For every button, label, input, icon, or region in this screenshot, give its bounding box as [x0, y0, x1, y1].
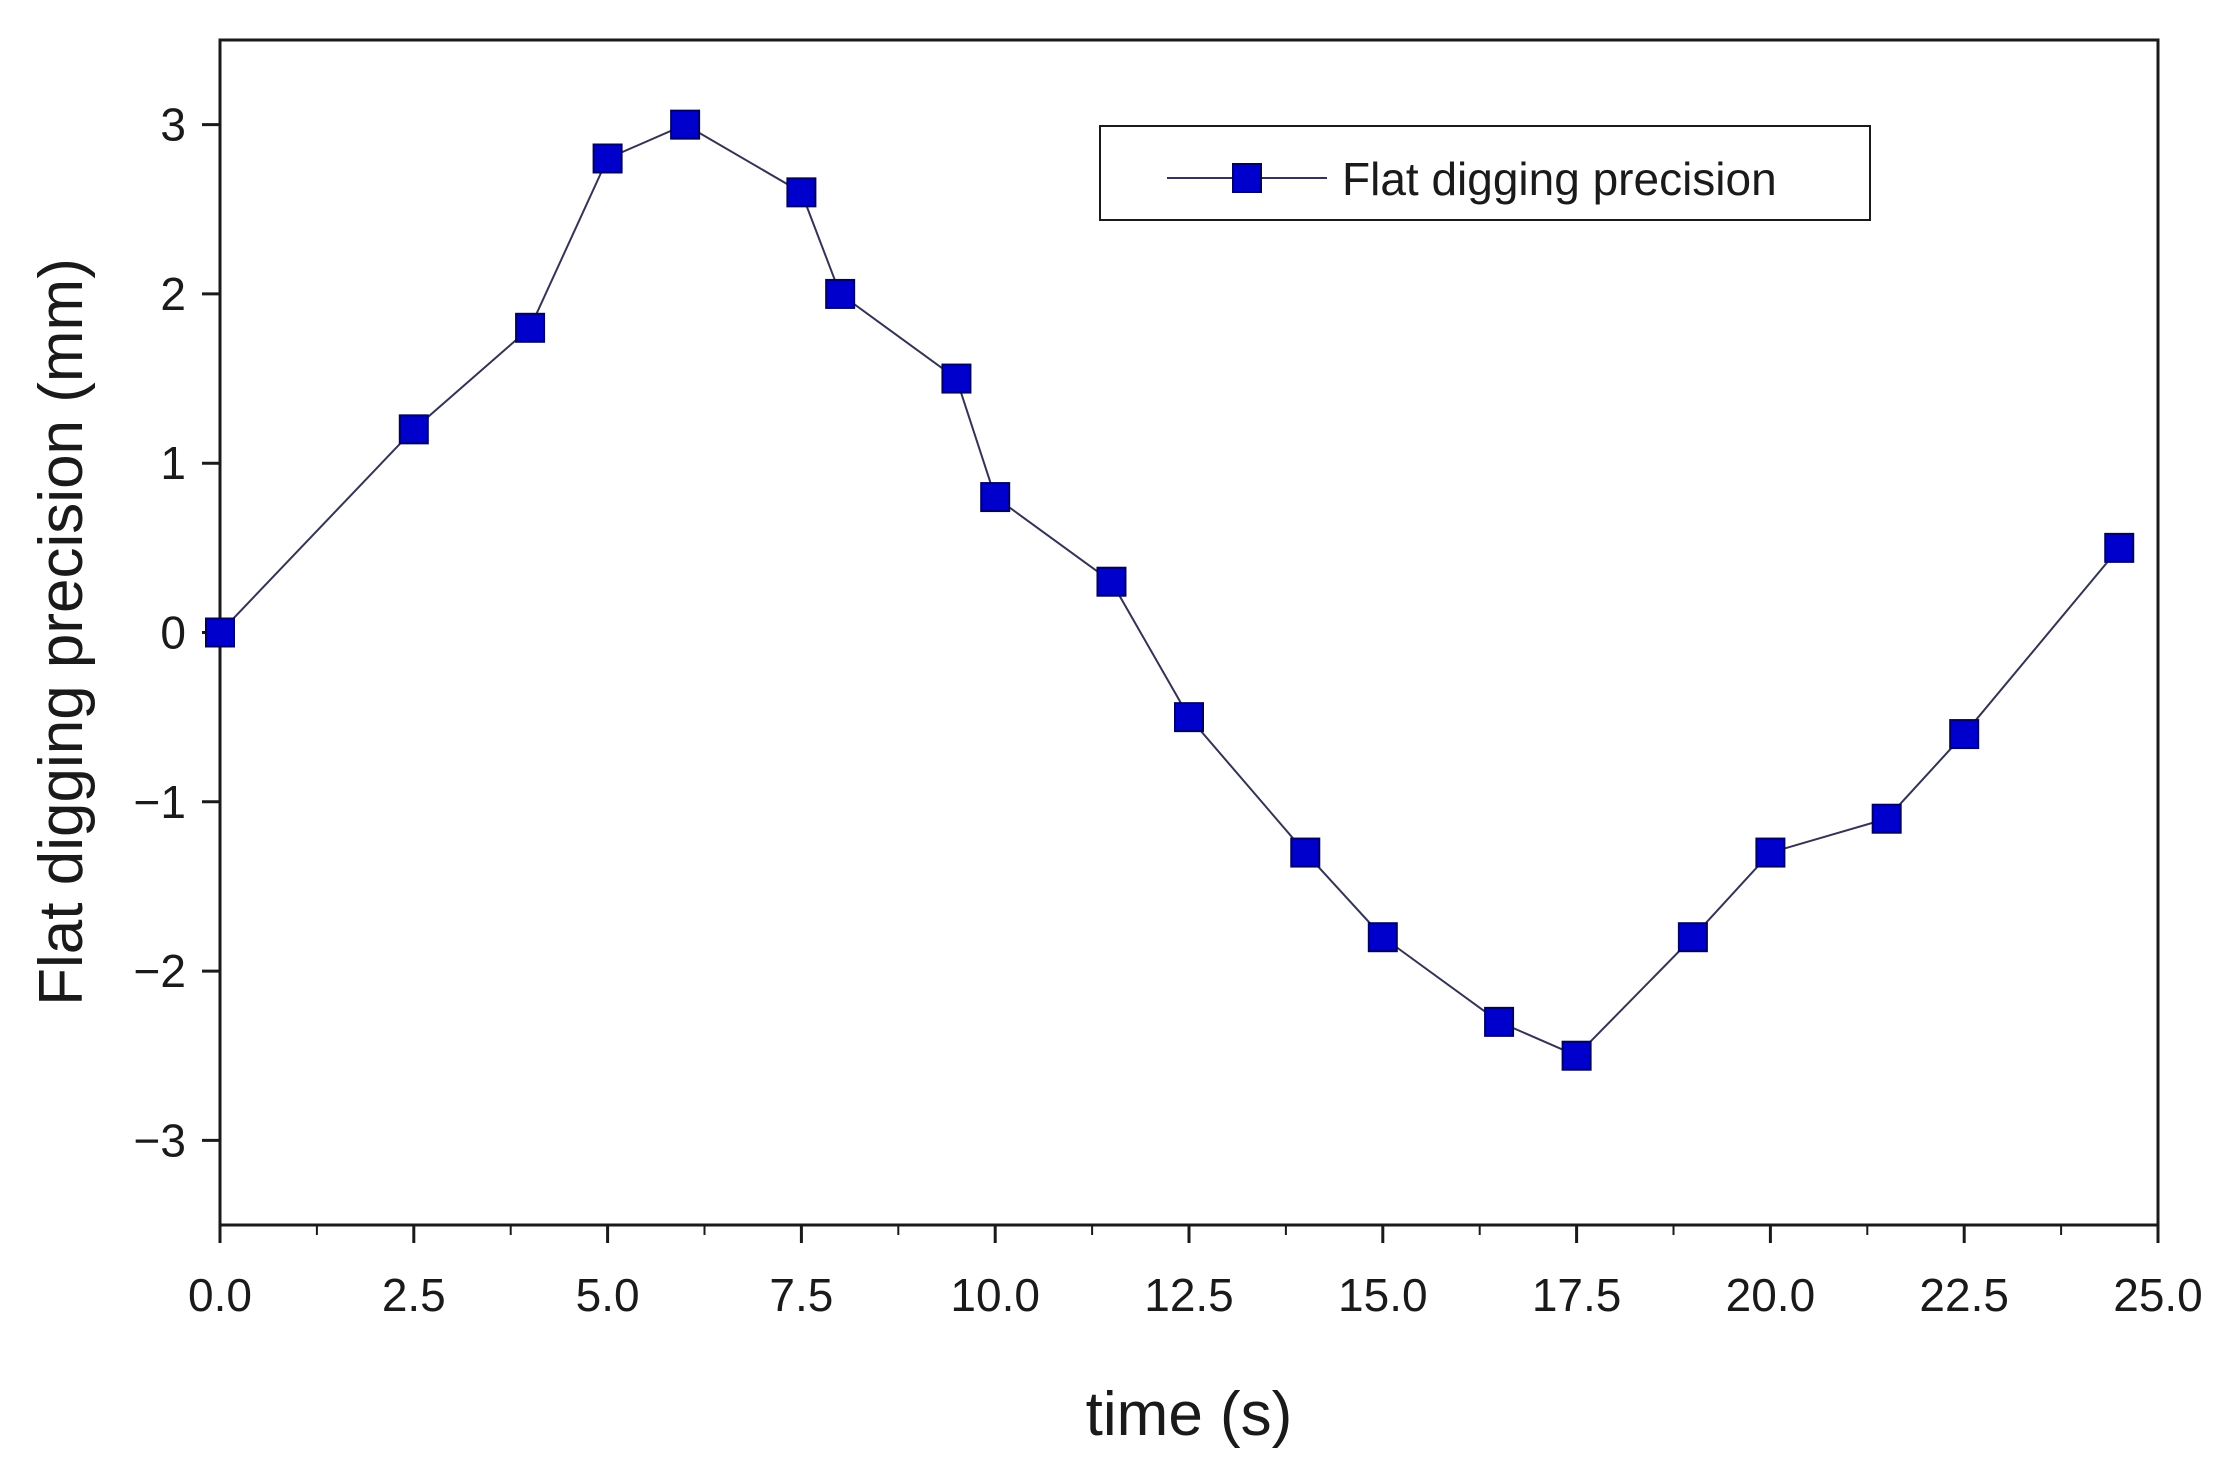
- data-point: [941, 363, 972, 394]
- y-tick-label: 1: [160, 437, 186, 489]
- data-point: [1096, 566, 1127, 597]
- y-tick-label: −3: [134, 1114, 186, 1166]
- y-axis-title: Flat digging precision (mm): [27, 258, 96, 1006]
- data-point: [1290, 837, 1321, 868]
- data-point: [825, 278, 856, 309]
- series-layer: [205, 109, 2135, 1071]
- y-tick-label: 3: [160, 99, 186, 151]
- data-point: [205, 617, 235, 648]
- y-tick-label: 2: [160, 268, 186, 320]
- data-point: [1677, 922, 1708, 953]
- x-tick-label: 2.5: [382, 1269, 446, 1321]
- x-tick-label: 0.0: [188, 1269, 252, 1321]
- data-point: [1871, 803, 1902, 834]
- legend: Flat digging precision: [1099, 125, 1871, 221]
- x-tick-label: 20.0: [1726, 1269, 1816, 1321]
- data-point: [1367, 922, 1398, 953]
- x-tick-label: 25.0: [2113, 1269, 2203, 1321]
- x-tick-label: 7.5: [769, 1269, 833, 1321]
- legend-label: Flat digging precision: [1342, 153, 1777, 205]
- data-point: [1484, 1006, 1515, 1037]
- x-tick-label: 17.5: [1532, 1269, 1622, 1321]
- x-axis-title: time (s): [1086, 1380, 1293, 1449]
- data-point: [670, 109, 701, 140]
- y-axis-ticks: −3 −2 −1 0 1 2 3: [134, 99, 220, 1166]
- x-tick-label: 10.0: [950, 1269, 1040, 1321]
- data-point: [2104, 532, 2135, 563]
- data-point: [1949, 719, 1980, 750]
- data-point: [1561, 1040, 1592, 1071]
- data-point: [515, 312, 546, 343]
- series-line: [219, 123, 2121, 1057]
- legend-box: [1099, 125, 1871, 221]
- x-tick-label: 5.0: [576, 1269, 640, 1321]
- data-point: [592, 143, 623, 174]
- legend-marker: [1232, 163, 1262, 193]
- x-tick-label: 12.5: [1144, 1269, 1234, 1321]
- y-tick-label: 0: [160, 607, 186, 659]
- data-point: [1174, 702, 1204, 733]
- x-tick-label: 22.5: [1919, 1269, 2009, 1321]
- data-point: [398, 414, 429, 445]
- data-point: [786, 177, 817, 208]
- x-axis-ticks: 0.0 2.5 5.0 7.5 10.0 12.5 15.0 17.5 20.0 22.5 25.0: [188, 1225, 2203, 1321]
- data-point: [980, 482, 1011, 513]
- x-tick-label: 15.0: [1338, 1269, 1428, 1321]
- data-point: [1755, 837, 1786, 868]
- y-tick-label: −1: [134, 776, 186, 828]
- y-tick-label: −2: [134, 945, 186, 997]
